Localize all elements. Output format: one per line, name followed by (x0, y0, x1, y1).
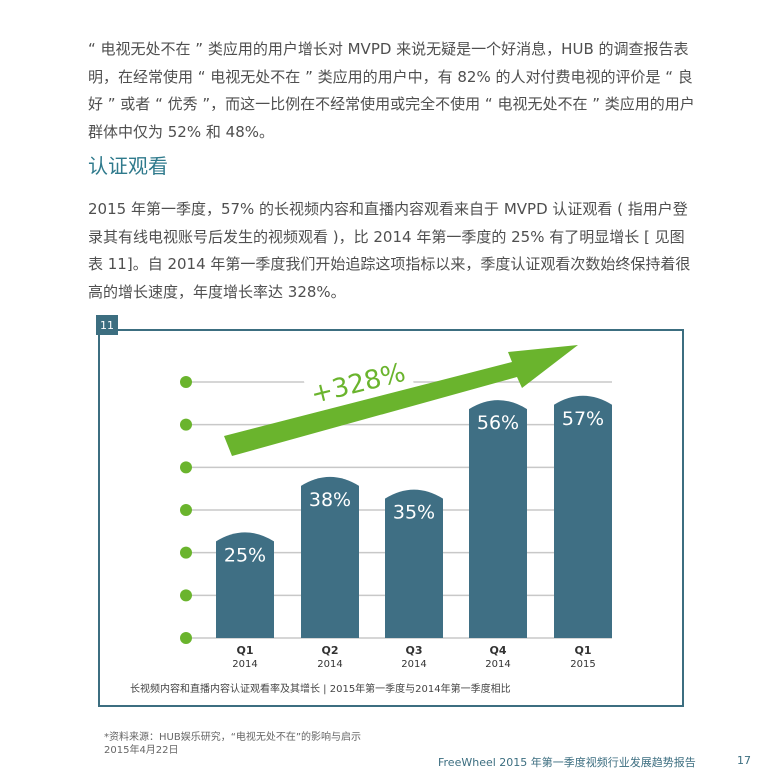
x-tick-label: Q3 (405, 644, 422, 657)
x-tick-year-label: 2014 (317, 659, 342, 670)
chart-caption: 长视频内容和直播内容认证观看率及其增长 | 2015年第一季度与2014年第一季… (130, 684, 511, 695)
x-tick-year-label: 2014 (485, 659, 510, 670)
bar (385, 489, 443, 638)
x-tick-year-label: 2014 (232, 659, 257, 670)
intro-paragraph: “ 电视无处不在 ” 类应用的用户增长对 MVPD 来说无疑是一个好消息，HUB… (88, 40, 695, 141)
x-tick-year-label: 2014 (401, 659, 426, 670)
bar-value-label: 56% (477, 412, 519, 434)
growth-arrow (224, 345, 578, 456)
bar-value-label: 35% (393, 502, 435, 524)
chart-number-badge: 11 (96, 315, 118, 335)
x-tick-label: Q4 (489, 644, 506, 657)
x-tick-year-label: 2015 (570, 659, 595, 670)
bar (301, 476, 359, 638)
grid-dot (180, 546, 192, 559)
bar (469, 400, 527, 638)
grid-dot (180, 418, 192, 431)
section-heading: 认证观看 (88, 154, 168, 178)
bar-value-label: 57% (562, 408, 604, 430)
source-note: *资料来源：HUB娱乐研究，“电视无处不在”的影响与启示2015年4月22日 (104, 732, 362, 756)
grid-dot (180, 461, 192, 474)
annotation-backdrop (303, 355, 415, 411)
body-paragraph: 2015 年第一季度，57% 的长视频内容和直播内容观看来自于 MVPD 认证观… (88, 200, 691, 301)
bar-value-label: 38% (309, 489, 351, 511)
grid-dot (180, 632, 192, 644)
x-tick-label: Q1 (574, 644, 591, 657)
bar (216, 532, 274, 638)
grid-dot (180, 376, 192, 388)
x-tick-label: Q1 (236, 644, 253, 657)
grid-dot (180, 504, 192, 516)
bar (554, 395, 612, 638)
chart-frame (98, 329, 684, 707)
footer-text: FreeWheel 2015 年第一季度视频行业发展趋势报告 (438, 756, 696, 769)
x-tick-label: Q2 (321, 644, 338, 657)
grid-dot (180, 589, 192, 602)
bar-value-label: 25% (224, 544, 266, 566)
page-number: 17 (737, 754, 751, 767)
